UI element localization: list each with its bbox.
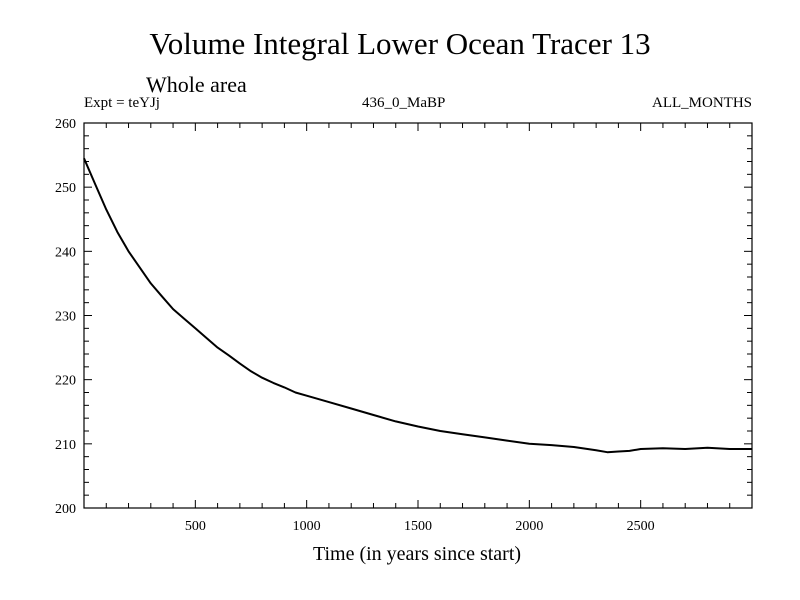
x-axis-label: Time (in years since start) [312, 543, 522, 565]
y-tick-label: 220 [55, 374, 76, 389]
y-tick-label: 260 [55, 117, 76, 132]
x-tick-label: 2500 [627, 519, 655, 534]
experiment-label: Expt = teYJj [84, 95, 160, 111]
y-tick-label: 210 [55, 438, 76, 453]
y-tick-label: 240 [55, 245, 76, 260]
y-tick-label: 250 [55, 181, 76, 196]
y-tick-label: 200 [55, 502, 76, 517]
chart-subtitle: Whole area [146, 72, 247, 97]
axes: 500 1000 1500 2000 2500 200 210 220 230 240 250 260 [55, 117, 753, 534]
chart-title: Volume Integral Lower Ocean Tracer 13 [149, 26, 651, 61]
period-label: 436_0_MaBP [362, 95, 446, 111]
x-tick-label: 500 [185, 519, 206, 534]
series-layer [83, 157, 752, 454]
x-tick-label: 2000 [515, 519, 543, 534]
x-tick-label: 1000 [293, 519, 321, 534]
series-line [83, 157, 752, 454]
y-tick-label: 230 [55, 310, 76, 325]
months-label: ALL_MONTHS [652, 95, 752, 111]
x-tick-label: 1500 [404, 519, 432, 534]
plot-frame [83, 122, 753, 509]
